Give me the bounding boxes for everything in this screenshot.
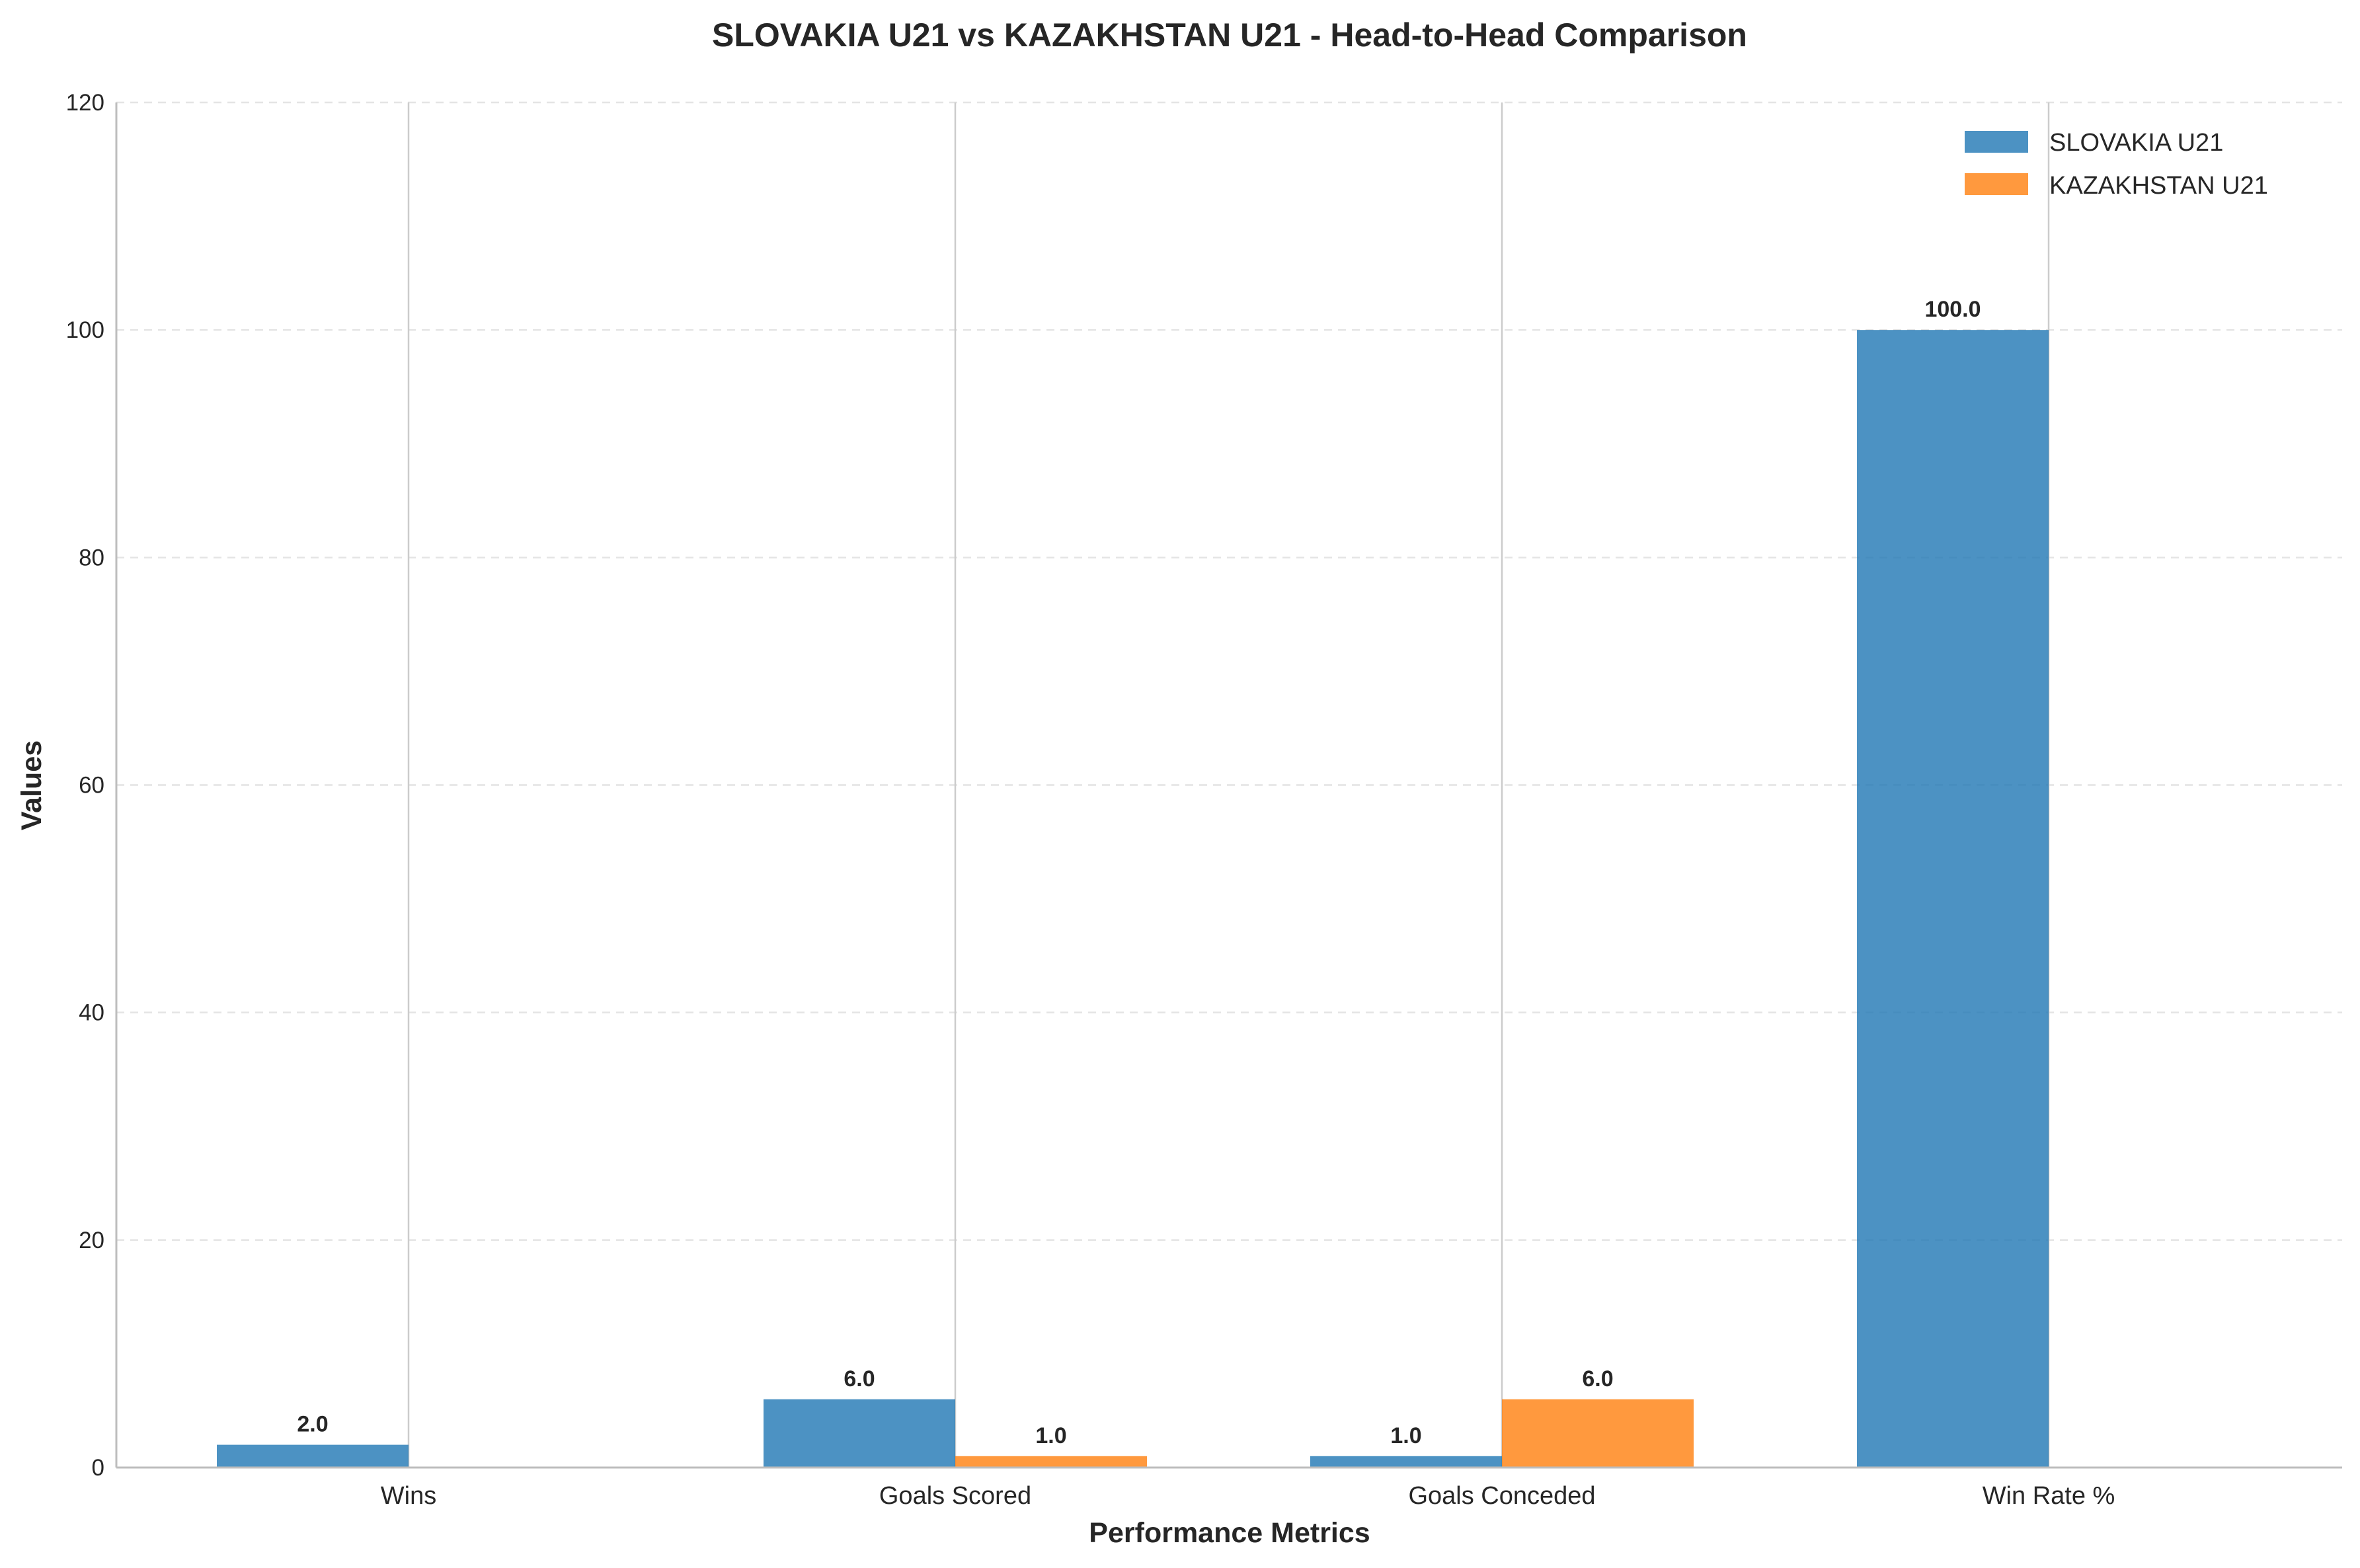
bar-value-label: 6.0 [844,1366,875,1392]
data-labels: 2.0 6.0 1.0 100.0 1.0 6.0 [297,297,1981,1448]
x-tick-label: Win Rate % [1983,1482,2115,1510]
legend-label-slovakia: SLOVAKIA U21 [2049,129,2223,157]
y-tick-label: 60 [79,773,104,799]
bar-slovakia [1857,330,2049,1468]
y-tick-label: 40 [79,1000,104,1026]
bar-value-label: 1.0 [1035,1423,1066,1448]
x-tick-label: Goals Scored [879,1482,1031,1510]
y-tick-label: 80 [79,545,104,570]
y-tick-label: 120 [66,90,104,116]
x-tick-label: Goals Conceded [1408,1482,1595,1510]
legend-swatch-slovakia [1965,131,2028,153]
chart-title: SLOVAKIA U21 vs KAZAKHSTAN U21 - Head-to… [712,17,1747,54]
bar-value-label: 100.0 [1924,297,1981,322]
bar-kazakhstan [955,1456,1147,1468]
x-axis-label: Performance Metrics [1089,1517,1370,1549]
legend-swatch-kazakhstan [1965,173,2028,195]
bar-value-label: 2.0 [297,1412,328,1437]
y-tick-label: 100 [66,317,104,343]
y-tick-label: 0 [92,1455,104,1481]
axes [115,102,2342,1469]
legend-label-kazakhstan: KAZAKHSTAN U21 [2049,172,2268,200]
tick-labels: 0 20 40 60 80 100 120 Wins Goals Scored Goals Con… [66,90,2115,1510]
bar-slovakia [217,1444,409,1468]
bars [217,330,2049,1468]
bar-slovakia [1310,1456,1502,1468]
legend: SLOVAKIA U21 KAZAKHSTAN U21 [1965,129,2268,200]
x-tick-label: Wins [381,1482,436,1510]
bar-kazakhstan [1502,1399,1694,1468]
bar-slovakia [764,1399,955,1468]
bar-value-label: 1.0 [1390,1423,1421,1448]
y-tick-label: 20 [79,1228,104,1253]
bar-value-label: 6.0 [1582,1366,1613,1392]
grid-lines [116,101,2342,1241]
y-axis-label: Values [16,740,48,830]
